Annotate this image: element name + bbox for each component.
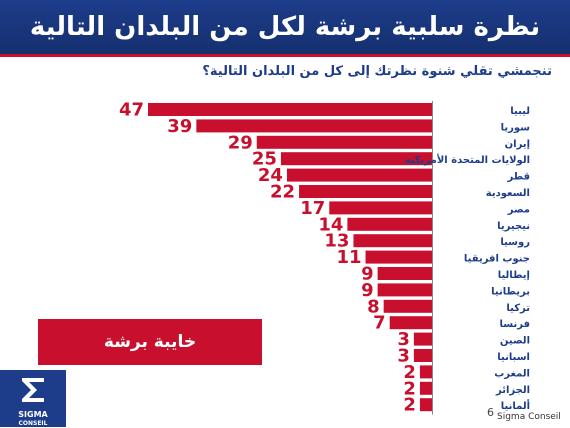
bar-value-label: 2 — [403, 362, 416, 383]
bar-value-label: 39 — [167, 116, 192, 137]
category-label: نيجيريا — [497, 221, 530, 232]
header-divider — [0, 54, 570, 57]
bar-value-label: 3 — [397, 329, 410, 350]
category-label: جنوب افريقيا — [464, 254, 530, 265]
page-title: نظرة سلبية برشة لكل من البلدان التالية — [0, 0, 570, 54]
logo-text: SIGMA CONSEIL — [0, 410, 66, 428]
bar — [419, 365, 432, 379]
sigma-logo — [0, 370, 66, 427]
source-credit: Sigma Conseil — [497, 412, 561, 422]
bar-value-label: 9 — [361, 280, 374, 301]
page-number: 6 — [487, 406, 494, 419]
bar-value-label: 11 — [336, 247, 361, 268]
bar — [286, 168, 432, 182]
survey-question: تنجمشي تقلي شنوة نظرتك إلى كل من البلدان… — [202, 64, 552, 79]
bar — [383, 299, 432, 313]
bar-value-label: 24 — [258, 165, 283, 186]
bar-value-label: 22 — [270, 182, 295, 203]
bar — [299, 185, 432, 198]
bar-value-label: 47 — [119, 100, 144, 121]
bar-value-label: 8 — [367, 296, 380, 317]
category-label: فرنسا — [500, 319, 530, 330]
bar-value-label: 3 — [397, 346, 410, 367]
bar-value-label: 9 — [361, 264, 374, 285]
bar — [389, 316, 432, 330]
bar — [256, 135, 432, 149]
bar — [148, 103, 432, 116]
category-label: سوريا — [501, 122, 531, 133]
bar-value-label: 7 — [373, 313, 386, 334]
bar-value-label: 25 — [252, 149, 277, 170]
category-label: تركيا — [506, 303, 530, 314]
category-label: إيطاليا — [498, 270, 530, 281]
category-label: ليبيا — [510, 106, 530, 117]
category-label: الصين — [500, 336, 530, 347]
bar-value-label: 2 — [403, 395, 416, 416]
category-label: المغرب — [494, 368, 530, 379]
sigma-icon — [22, 378, 44, 402]
bar — [419, 381, 432, 395]
bar — [347, 217, 432, 231]
category-label: روسيا — [500, 237, 530, 248]
category-label: بريطانيا — [491, 286, 530, 297]
bar — [196, 119, 432, 133]
bar — [419, 398, 432, 412]
category-tag: خايبة برشة — [38, 319, 262, 365]
category-label: السعودية — [486, 188, 530, 199]
bar — [377, 283, 432, 297]
bar — [413, 332, 432, 346]
category-label: الولايات المتحدة الأمريكية — [405, 153, 530, 166]
category-label: قطر — [506, 172, 530, 183]
category-label: إيران — [505, 139, 530, 150]
logo-line-2: CONSEIL — [18, 420, 48, 427]
bar-value-label: 14 — [318, 214, 343, 235]
bar-value-label: 29 — [228, 132, 253, 153]
bar — [280, 152, 432, 166]
bar — [365, 250, 432, 264]
category-label: الجزائر — [495, 385, 530, 396]
bar-value-label: 13 — [324, 231, 349, 252]
logo-line-1: SIGMA — [18, 410, 48, 419]
category-label: مصر — [507, 204, 530, 215]
bar — [329, 201, 432, 215]
bar — [413, 349, 432, 362]
bar-value-label: 2 — [403, 378, 416, 399]
bar — [353, 234, 432, 248]
bar — [377, 267, 432, 280]
category-label: اسبانيا — [497, 352, 530, 363]
bar-value-label: 17 — [300, 198, 325, 219]
category-label: ألمانيا — [501, 399, 530, 412]
